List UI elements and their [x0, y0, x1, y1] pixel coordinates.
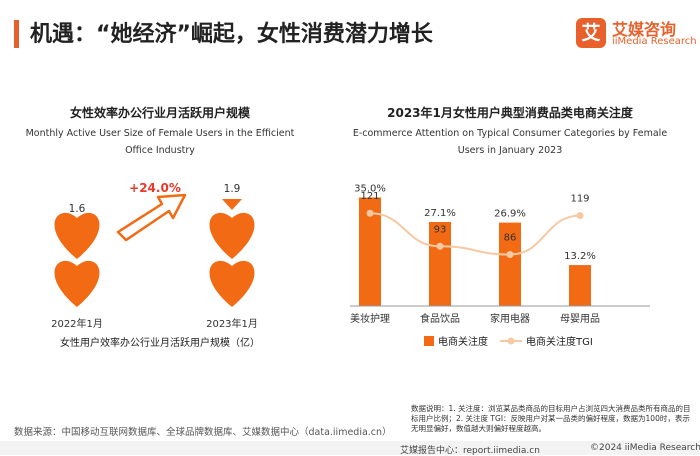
category-label: 母婴用品 — [560, 313, 600, 325]
bar — [499, 222, 521, 306]
bar — [359, 197, 381, 306]
category-label: 2022年1月 — [51, 317, 103, 330]
logo-name: 艾媒咨询 — [612, 20, 677, 39]
left-chart-subtitle: Monthly Active User Size of Female Users… — [25, 128, 295, 156]
footer-bar — [0, 441, 700, 455]
tgi-marker — [506, 251, 514, 259]
right-chart: 35.0% 27.1% 26.9% 13.2% 121 93 86 119 美妆护理 食品饮品 家… — [350, 184, 650, 348]
tgi-line — [369, 212, 581, 256]
legend-swatch-bar — [424, 336, 434, 346]
data-source: 数据来源：中国移动互联网数据库、全球品牌数据库、艾媒数据中心（data.iime… — [14, 427, 392, 438]
title-accent-bar — [14, 20, 19, 48]
heart-icon — [54, 260, 100, 307]
bar — [429, 221, 451, 306]
tgi-marker — [576, 212, 584, 220]
legend-swatch-marker — [507, 337, 515, 345]
growth-rate-label: +24.0% — [129, 181, 181, 195]
right-chart-title: 2023年1月女性用户典型消费品类电商关注度 — [387, 106, 633, 120]
heart-icon — [209, 212, 255, 259]
down-triangle-icon — [222, 199, 242, 210]
tgi-marker — [436, 242, 444, 250]
left-chart-title: 女性效率办公行业月活跃用户规模 — [69, 106, 250, 120]
tgi-value-label: 93 — [434, 224, 447, 235]
legend-label-bar: 电商关注度 — [438, 335, 488, 348]
legend-label-line: 电商关注度TGI — [526, 335, 593, 348]
tgi-value-label: 119 — [570, 194, 589, 205]
category-label: 家用电器 — [490, 312, 530, 325]
footer-copyright: ©2024 iiMedia Research Inc — [590, 443, 700, 453]
data-note: 数据说明：1. 关注度：浏览某品类商品的目标用户占浏览四大消费品类所有商品的目标… — [411, 404, 691, 433]
bar-value-label: 27.1% — [424, 208, 456, 219]
bar-value-label: 26.9% — [494, 209, 526, 220]
growth-arrow-icon — [116, 193, 187, 242]
footer-report-center: 艾媒报告中心：report.iimedia.cn — [400, 446, 540, 456]
tgi-value-label: 86 — [504, 233, 517, 244]
left-series-label: 女性用户效率办公行业月活跃用户规模（亿） — [60, 336, 260, 349]
bar-value-label: 35.0% — [354, 184, 386, 195]
data-label: 1.9 — [224, 183, 241, 195]
page-title: 机遇：“她经济”崛起，女性消费潜力增长 — [30, 22, 433, 47]
bar-value-label: 13.2% — [564, 251, 596, 262]
tgi-value-label: 121 — [360, 191, 379, 202]
data-label: 1.6 — [69, 203, 86, 215]
left-chart: +24.0% 1.6 1.9 2022年1月 2023年1月 女性用户效率办公行… — [51, 181, 260, 349]
heart-icon — [54, 212, 100, 259]
bar — [569, 265, 591, 306]
logo-mark: 艾 — [576, 18, 606, 48]
heart-icon — [209, 260, 255, 307]
right-chart-subtitle: E-commerce Attention on Typical Consumer… — [352, 128, 668, 156]
logo-subtitle: iiMedia Research — [612, 36, 697, 47]
brand-logo: 艾 艾媒咨询 iiMedia Research — [576, 14, 697, 52]
category-label: 食品饮品 — [420, 312, 460, 325]
category-label: 美妆护理 — [350, 312, 390, 325]
tgi-marker — [366, 209, 374, 217]
category-label: 2023年1月 — [206, 317, 258, 330]
